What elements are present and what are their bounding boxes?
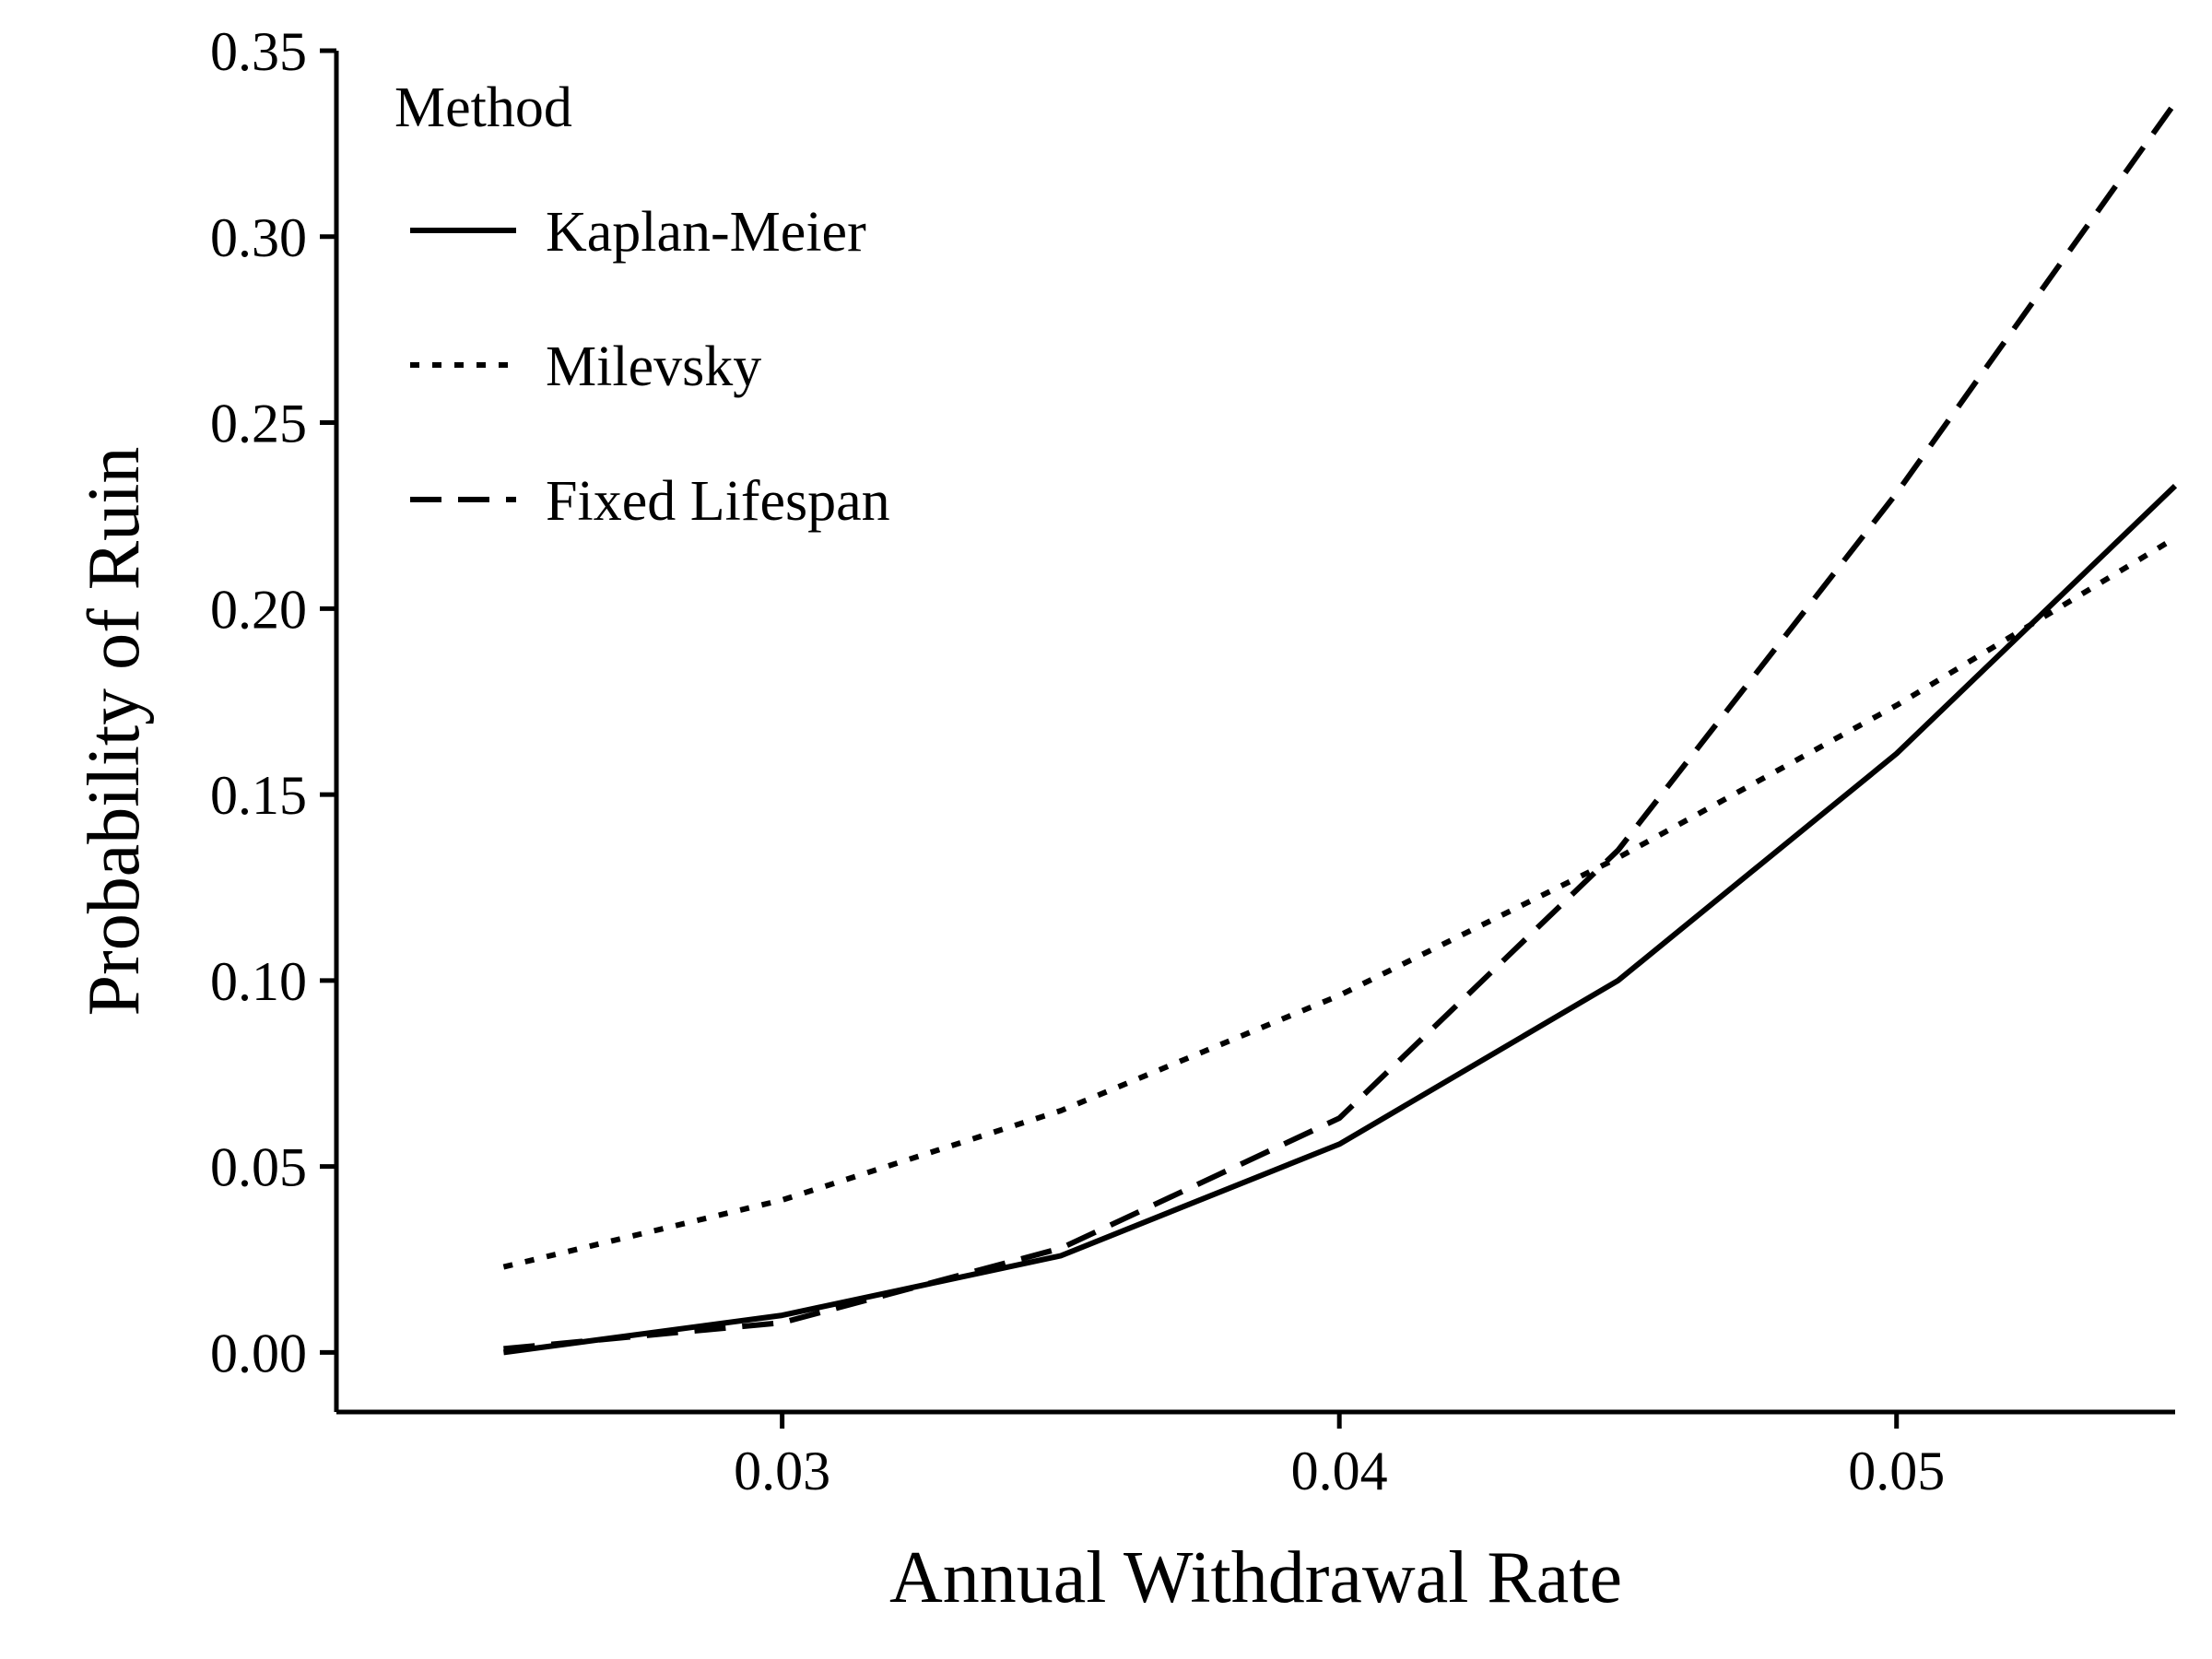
series-line-milevsky <box>502 535 2177 1270</box>
x-tick-label: 0.03 <box>734 1441 830 1501</box>
legend-label: Milevsky <box>546 335 761 398</box>
legend: Method Kaplan-Meier Milevsky Fixed Lifespan <box>394 76 890 533</box>
y-tick-label: 0.00 <box>210 1323 307 1383</box>
y-tick-label: 0.10 <box>210 951 307 1012</box>
y-axis-title: Probability of Ruin <box>74 447 155 1017</box>
legend-label: Kaplan-Meier <box>546 201 866 264</box>
y-tick-label: 0.35 <box>210 21 307 82</box>
y-tick-label: 0.25 <box>210 394 307 454</box>
x-tick-label: 0.04 <box>1291 1441 1388 1501</box>
x-tick-label: 0.05 <box>1848 1441 1945 1501</box>
y-tick-label: 0.30 <box>210 207 307 268</box>
legend-label: Fixed Lifespan <box>546 470 890 533</box>
y-tick-label: 0.15 <box>210 765 307 826</box>
x-axis-title: Annual Withdrawal Rate <box>889 1537 1622 1618</box>
y-tick-label: 0.05 <box>210 1137 307 1198</box>
series-line-kaplan-meier <box>503 484 2178 1356</box>
y-axis: 0.00 0.05 0.10 0.15 0.20 0.25 0.30 0.35 <box>210 21 339 1412</box>
series-layer <box>502 100 2178 1356</box>
legend-title: Method <box>394 76 572 139</box>
series-line-fixed-lifespan <box>503 100 2178 1352</box>
x-axis: 0.03 0.04 0.05 <box>336 1409 2175 1501</box>
y-tick-label: 0.20 <box>210 579 307 640</box>
